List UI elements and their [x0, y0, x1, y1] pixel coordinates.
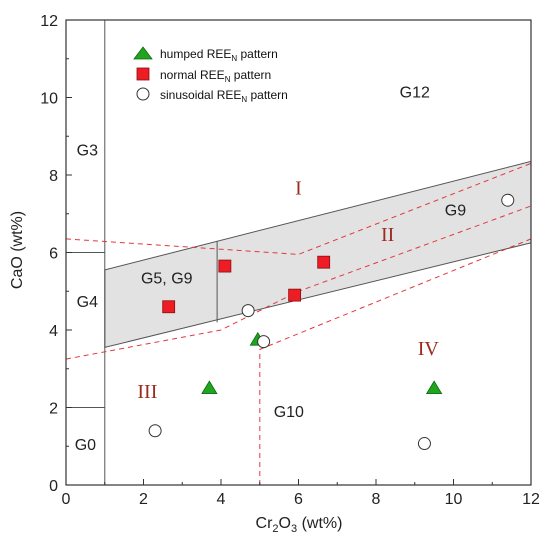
x-tick-label: 6	[294, 491, 303, 508]
field-label-g5-g9: G5, G9	[141, 271, 193, 288]
sinusoidal-data-point	[148, 424, 162, 438]
legend-circle-marker	[136, 87, 150, 101]
normal-data-point	[162, 300, 176, 314]
normal-data-point	[317, 255, 331, 269]
x-tick-label: 10	[445, 491, 463, 508]
legend-entry-humped: humped REEN pattern	[133, 46, 278, 63]
normal-data-point	[288, 288, 302, 302]
legend-square-marker	[136, 67, 150, 81]
sinusoidal-data-point	[241, 304, 255, 318]
x-axis-title: Cr2O3 (wt%)	[256, 515, 343, 535]
dashed-boundary-line-1	[65, 205, 532, 360]
normal-data-point	[218, 259, 232, 273]
x-axis-tick-labels: 0 2 4 6 8 10 12	[62, 491, 540, 508]
roman-label-ii: II	[381, 224, 394, 246]
legend-label-sinusoidal: sinusoidal REEN pattern	[160, 88, 288, 104]
y-tick-label: 2	[49, 401, 58, 418]
sinusoidal-data-point	[501, 193, 515, 207]
humped-data-point	[201, 380, 218, 395]
roman-label-i: I	[295, 177, 302, 199]
legend: humped REEN pattern normal REEN pattern …	[133, 46, 288, 104]
field-label-g4: G4	[77, 294, 98, 311]
y-tick-label: 6	[49, 246, 58, 263]
shaded-field	[104, 160, 532, 349]
sinusoidal-data-point	[257, 335, 271, 349]
field-label-g12: G12	[400, 85, 430, 102]
y-axis-tick-labels: 0 2 4 6 8 10 12	[40, 13, 58, 495]
dashed-boundary-line-2	[259, 238, 532, 350]
legend-triangle-marker	[133, 46, 153, 60]
legend-label-humped: humped REEN pattern	[160, 47, 278, 63]
y-tick-label: 12	[40, 13, 58, 30]
x-tick-label: 0	[62, 491, 71, 508]
y-tick-label: 10	[40, 91, 58, 108]
x-tick-label: 2	[139, 491, 148, 508]
x-tick-label: 12	[522, 491, 540, 508]
field-label-g3: G3	[77, 143, 98, 160]
y-tick-label: 4	[49, 323, 58, 340]
x-tick-label: 4	[217, 491, 226, 508]
legend-entry-sinusoidal: sinusoidal REEN pattern	[136, 87, 288, 104]
field-label-g9: G9	[445, 203, 466, 220]
humped-data-point	[425, 380, 443, 395]
legend-entry-normal: normal REEN pattern	[136, 67, 271, 84]
roman-label-iv: IV	[418, 338, 440, 360]
roman-label-iii: III	[137, 381, 157, 403]
y-tick-label: 0	[49, 478, 58, 495]
y-tick-label: 8	[49, 168, 58, 185]
dashed-boundary-line-0	[65, 162, 532, 255]
legend-label-normal: normal REEN pattern	[160, 68, 271, 84]
field-label-g10: G10	[274, 404, 304, 421]
sinusoidal-data-point	[417, 437, 431, 451]
x-tick-label: 8	[372, 491, 381, 508]
y-axis-title: CaO (wt%)	[9, 211, 26, 289]
field-label-g0: G0	[75, 437, 96, 454]
